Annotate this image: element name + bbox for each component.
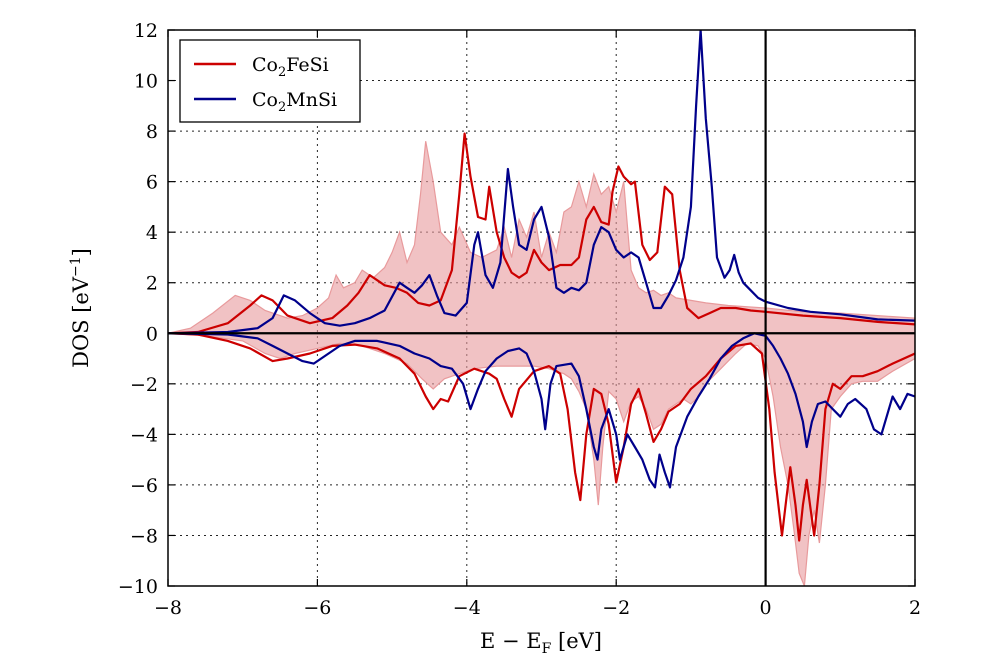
series-lines [168, 30, 915, 542]
legend-label-co2mnsi: Co2MnSi [252, 89, 337, 115]
plot-frame [167, 29, 916, 587]
legend-box [179, 39, 361, 123]
y-tick-label: −8 [130, 525, 158, 547]
x-tick-label: −8 [154, 597, 182, 619]
y-tick-label: 2 [146, 273, 158, 295]
x-tick-label: −2 [602, 597, 630, 619]
x-tick-label: 0 [760, 597, 772, 619]
y-tick-label: 0 [146, 323, 158, 345]
y-tick-label: −2 [130, 374, 158, 396]
y-tick-label: 12 [134, 20, 158, 42]
legend-label-co2fesi: Co2FeSi [252, 54, 329, 80]
series-line-1-minority [168, 332, 915, 489]
y-tick-label: 6 [146, 172, 158, 194]
series-line-0-majority [168, 132, 915, 335]
y-tick-label: −6 [130, 475, 158, 497]
legend: Co2FeSi Co2MnSi [179, 39, 361, 123]
x-tick-label: −4 [453, 597, 481, 619]
y-axis-title: DOS [eV−1] [68, 248, 93, 368]
y-tick-label: 4 [146, 222, 158, 244]
filled-region-minority [168, 332, 915, 586]
x-tick-label: 2 [909, 597, 921, 619]
series-line-1-majority [168, 30, 915, 335]
y-tick-label: −10 [118, 576, 158, 598]
x-tick-label: −6 [303, 597, 331, 619]
x-axis-title: E − EF [eV] [480, 629, 602, 657]
filled-region-majority [168, 141, 915, 334]
y-tick-label: −4 [130, 424, 158, 446]
y-tick-label: 8 [146, 121, 158, 143]
y-tick-label: 10 [134, 71, 158, 93]
